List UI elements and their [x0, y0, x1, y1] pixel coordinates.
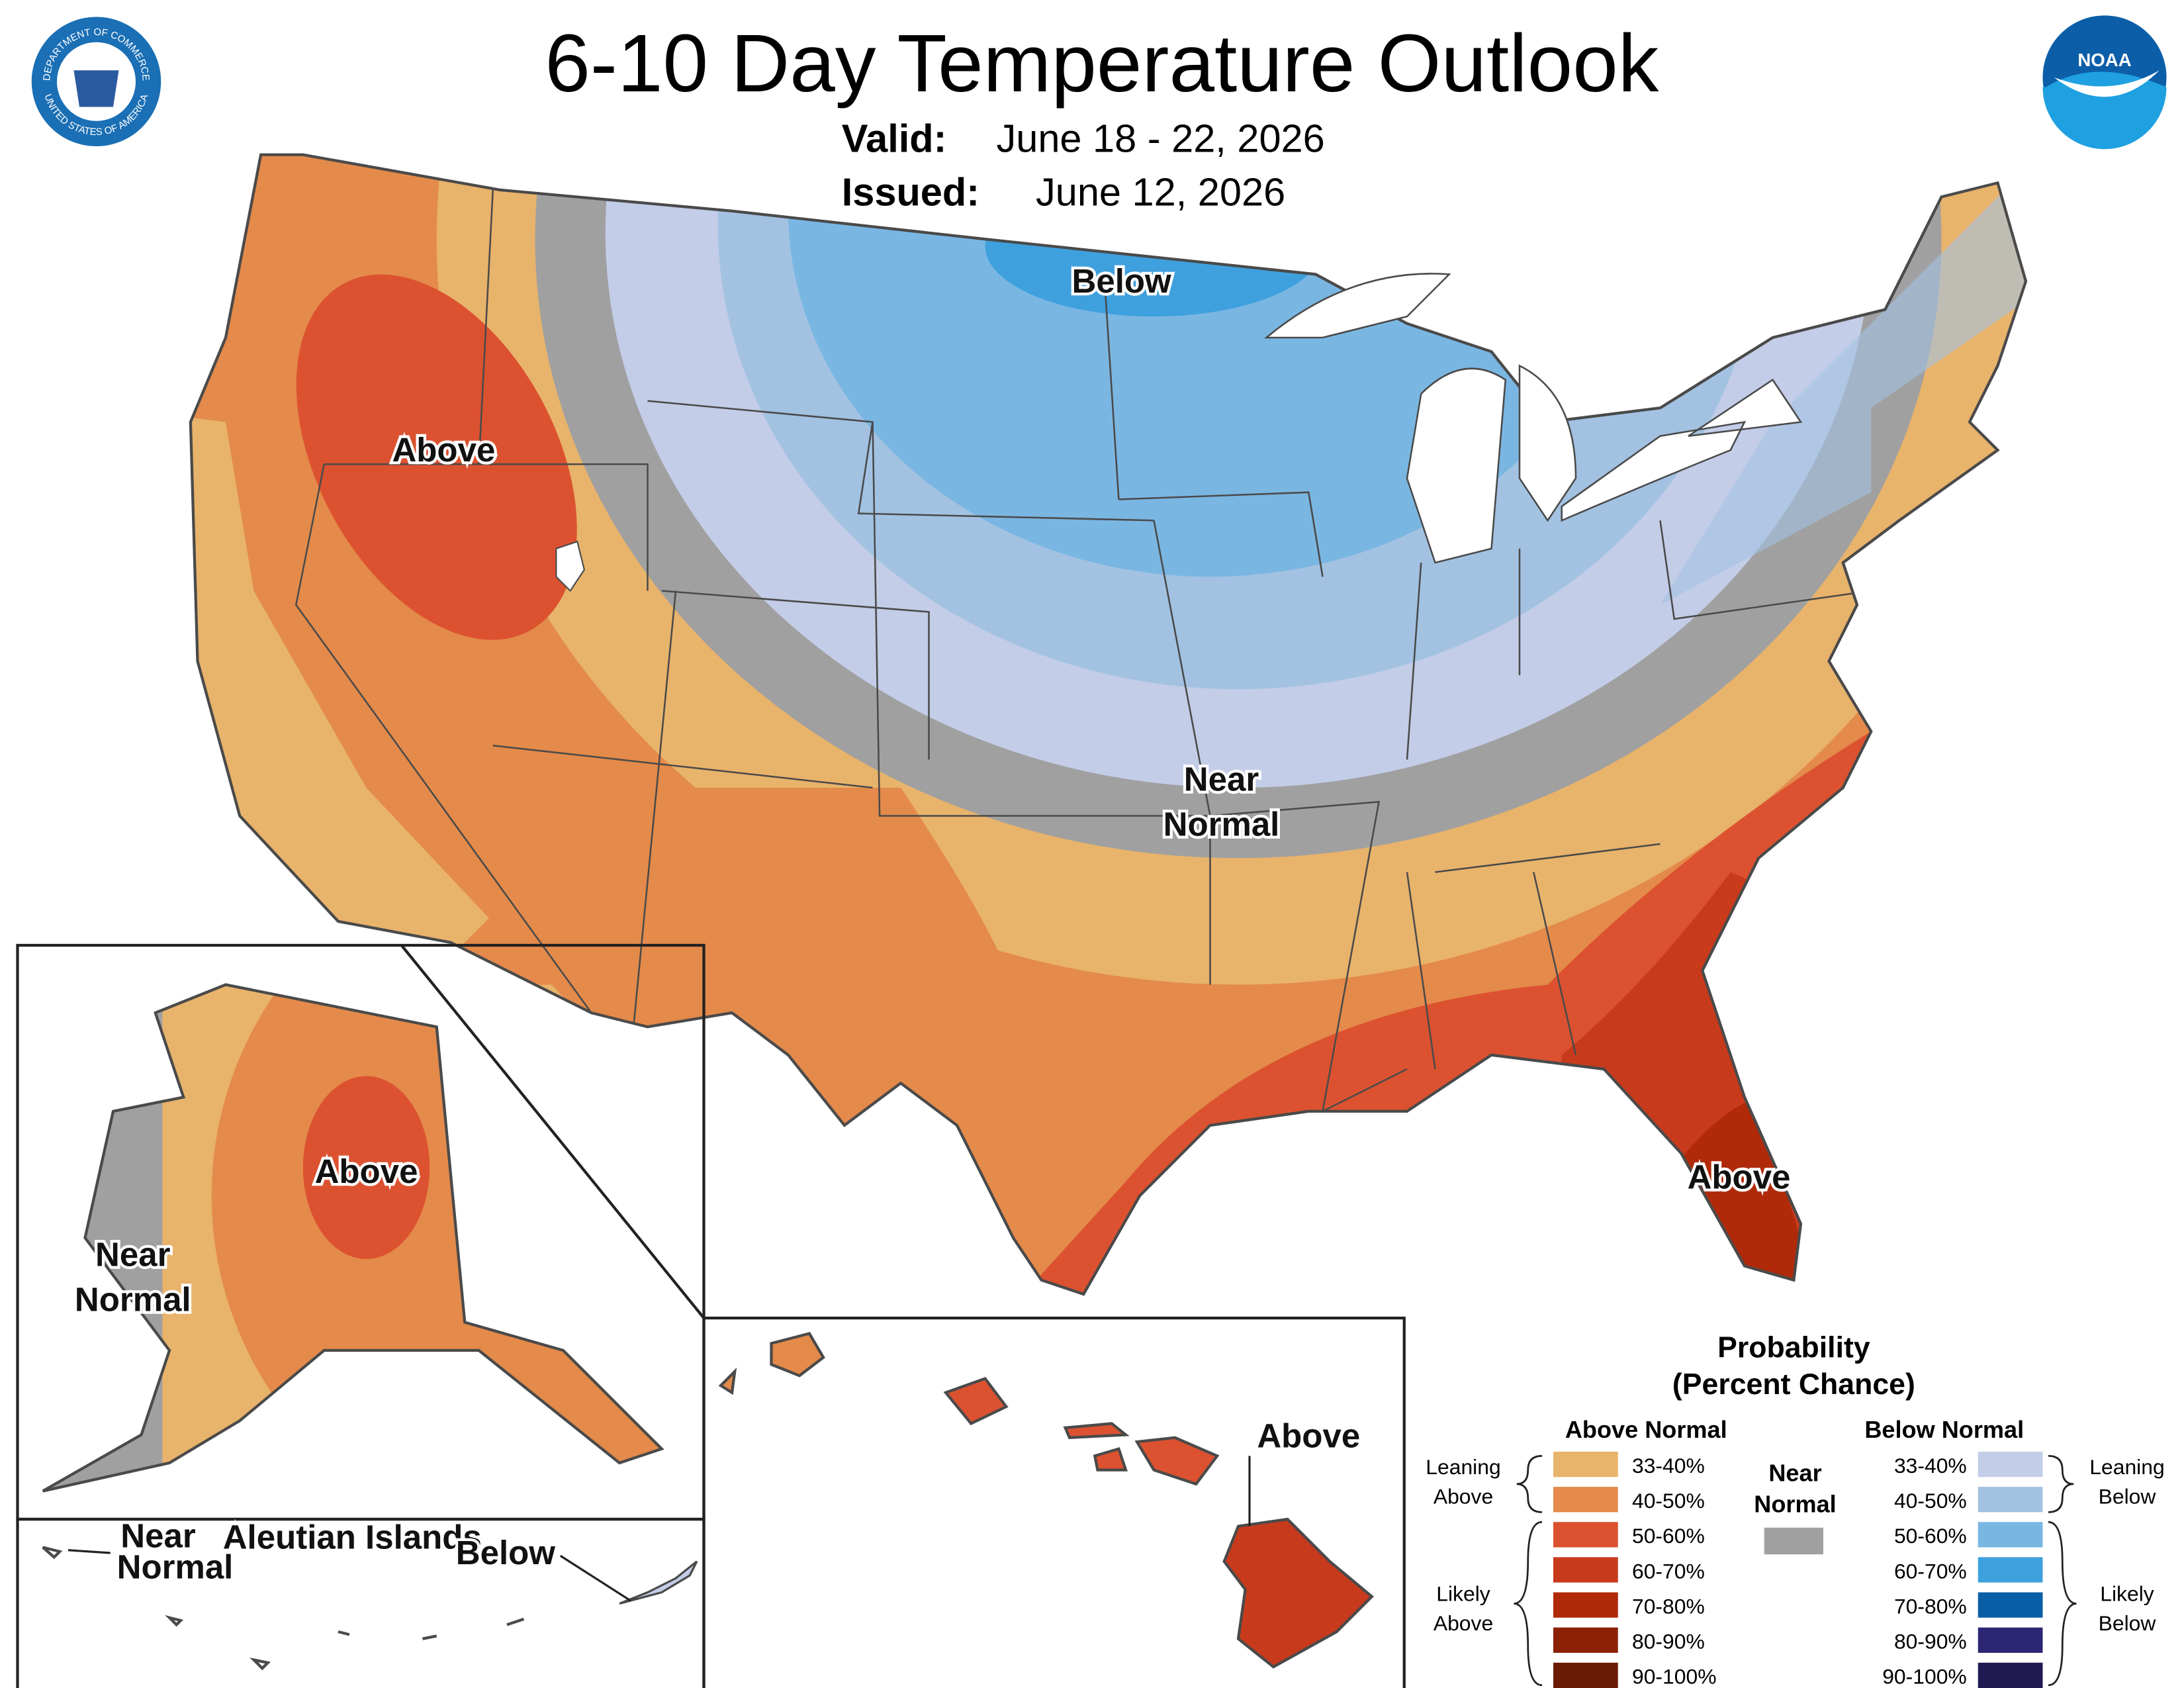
hawaii: [718, 1332, 1375, 1669]
legend-item-label: 70-80%: [1894, 1594, 1967, 1618]
label: Near: [95, 1236, 171, 1274]
legend-item-label: 50-60%: [1632, 1524, 1705, 1548]
label: Near: [1184, 760, 1259, 798]
group-label: Below: [2099, 1611, 2157, 1635]
legend-item-label: 90-100%: [1882, 1665, 1967, 1688]
legend-item-label: 40-50%: [1632, 1489, 1705, 1513]
great-salt-lake: [555, 540, 586, 592]
legend-heading: Above Normal: [1565, 1416, 1727, 1443]
legend-item-label: 60-70%: [1894, 1559, 1967, 1583]
label: Normal: [75, 1281, 191, 1319]
legend-swatch: [1553, 1627, 1618, 1653]
group-label: Above: [1433, 1485, 1493, 1509]
label: Normal: [117, 1548, 234, 1585]
great-lakes: [1263, 273, 1803, 564]
legend-swatch: [1978, 1522, 2043, 1548]
legend-swatch: [1978, 1592, 2043, 1618]
legend-item-label: 70-80%: [1632, 1594, 1705, 1618]
hawaii-frame: [702, 1317, 1406, 1688]
label: Above: [315, 1152, 418, 1190]
legend-item-label: 40-50%: [1894, 1489, 1967, 1513]
group-label: Likely: [2100, 1581, 2154, 1605]
aleutian-east: [619, 1560, 698, 1605]
issued-label: Issued:: [842, 169, 979, 214]
group-label: Leaning: [1426, 1455, 1500, 1479]
label: Normal: [1163, 805, 1280, 843]
legend-swatch: [1553, 1662, 1618, 1688]
legend-title: (Percent Chance): [1672, 1368, 1915, 1401]
group-label: Below: [2099, 1485, 2157, 1509]
aleutian-islands: [42, 1546, 525, 1671]
valid-label: Valid:: [842, 117, 947, 161]
leader-line: [559, 1554, 631, 1602]
legend-item-label: 60-70%: [1632, 1559, 1705, 1583]
label: Above: [392, 431, 495, 469]
legend-swatch: [1978, 1452, 2043, 1477]
valid-dates: June 18 - 22, 2026: [997, 117, 1325, 161]
legend-swatch: [1978, 1487, 2043, 1513]
label: Aleutian Islands: [223, 1519, 482, 1556]
leader-line: [68, 1549, 111, 1554]
legend: Probability (Percent Chance) Above Norma…: [1426, 1332, 2165, 1688]
title: 6-10 Day Temperature Outlook: [545, 18, 1659, 109]
legend-item-label: 80-90%: [1632, 1630, 1705, 1654]
legend-swatch: [1978, 1662, 2043, 1688]
legend-title: Probability: [1717, 1332, 1870, 1364]
group-label: Likely: [1436, 1581, 1490, 1605]
group-label: Above: [1433, 1611, 1493, 1635]
label: Above: [1257, 1417, 1360, 1455]
legend-swatch: [1553, 1487, 1618, 1513]
label: Above: [1688, 1158, 1791, 1196]
legend-swatch: [1978, 1557, 2043, 1583]
legend-swatch: [1553, 1592, 1618, 1618]
legend-item-label: 33-40%: [1632, 1454, 1705, 1477]
legend-item-label: 80-90%: [1894, 1630, 1967, 1654]
legend-swatch: [1764, 1527, 1823, 1555]
legend-braces: [1514, 1454, 2077, 1687]
label: Below: [456, 1534, 556, 1571]
legend-swatch: [1553, 1452, 1618, 1477]
legend-item-label: 50-60%: [1894, 1524, 1967, 1548]
noaa-text: NOAA: [2077, 50, 2131, 70]
legend-swatch: [1553, 1522, 1618, 1548]
alaska-outline: [42, 983, 664, 1493]
group-label: Leaning: [2089, 1455, 2164, 1479]
legend-item-label: 90-100%: [1632, 1665, 1717, 1688]
noaa-logo: NOAA: [2042, 15, 2167, 150]
issued-date: June 12, 2026: [1036, 169, 1285, 214]
label: Below: [1072, 262, 1172, 300]
commerce-seal: DEPARTMENT OF COMMERCE UNITED STATES OF …: [31, 17, 161, 146]
legend-swatch: [1553, 1557, 1618, 1583]
legend-heading: Near: [1768, 1460, 1821, 1487]
legend-heading: Normal: [1754, 1490, 1836, 1517]
legend-heading: Below Normal: [1864, 1416, 2024, 1443]
label: Near: [120, 1517, 196, 1555]
inset-connector: [400, 944, 705, 1319]
legend-swatch: [1978, 1627, 2043, 1653]
legend-item-label: 33-40%: [1894, 1454, 1967, 1477]
